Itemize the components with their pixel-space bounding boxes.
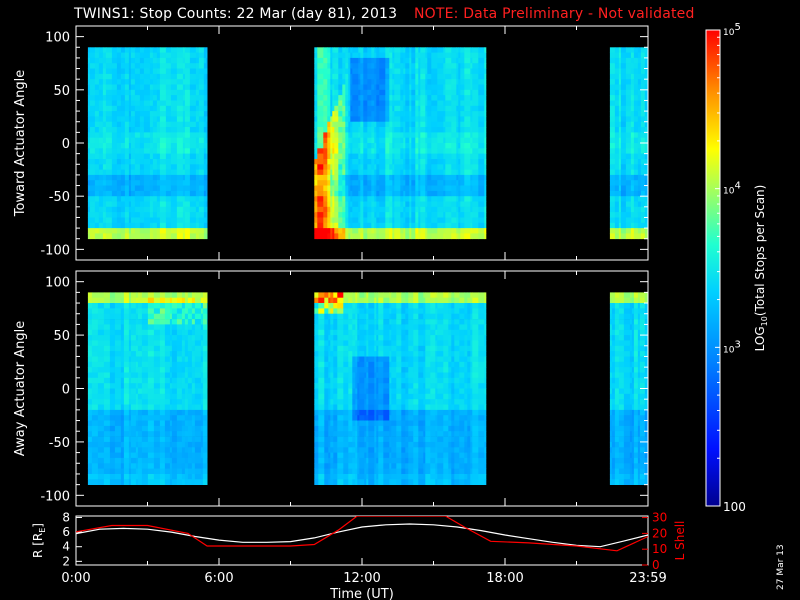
y-tick-label: 50 bbox=[53, 84, 70, 99]
lshell-tick-label: 10 bbox=[652, 542, 667, 556]
y-axis-label: Away Actuator Angle bbox=[13, 321, 28, 456]
colorbar-label-sub: 10 bbox=[760, 316, 769, 326]
colorbar-tick-base: 10 bbox=[723, 345, 735, 355]
colorbar-tick-exp: 3 bbox=[734, 339, 740, 350]
y-tick-label: 0 bbox=[62, 137, 70, 152]
y-tick-label: 100 bbox=[45, 276, 70, 291]
date-stamp: 27 Mar 13 bbox=[776, 544, 786, 590]
x-tick-label: 12:00 bbox=[343, 571, 380, 586]
colorbar-frame bbox=[705, 29, 721, 507]
r-axis-label-main: R [R bbox=[31, 533, 45, 558]
colorbar-label: LOG10(Total Stops per Scan) bbox=[753, 185, 769, 352]
x-axis-label: Time (UT) bbox=[329, 587, 394, 600]
r-tick-label: 2 bbox=[62, 554, 70, 568]
heatmap-layer bbox=[76, 26, 649, 506]
y-tick-label: 100 bbox=[45, 31, 70, 46]
y-tick-label: -100 bbox=[40, 489, 70, 504]
colorbar-tick-exp: 4 bbox=[734, 181, 740, 192]
r-tick-label: 6 bbox=[62, 525, 70, 539]
heatmap-block bbox=[609, 47, 649, 240]
colorbar-gradient bbox=[706, 30, 720, 506]
lshell-tick-label: 20 bbox=[652, 526, 667, 540]
series-lshell-line bbox=[76, 516, 648, 552]
colorbar-tick-base: 10 bbox=[723, 28, 735, 38]
colorbar-tick-label: 103 bbox=[723, 339, 741, 355]
title-note: NOTE: Data Preliminary - Not validated bbox=[413, 6, 695, 22]
y-tick-label: -50 bbox=[49, 190, 70, 205]
heatmap-block bbox=[314, 47, 487, 240]
r-tick-label: 4 bbox=[62, 540, 70, 554]
lshell-axis-label: L Shell bbox=[673, 521, 687, 561]
r-axis-label-sub: E bbox=[38, 528, 47, 533]
lshell-tick-label: 0 bbox=[652, 558, 660, 572]
x-tick-label: 23:59 bbox=[629, 571, 666, 586]
colorbar-tick-base: 10 bbox=[723, 187, 735, 197]
colorbar-tick-label: 104 bbox=[723, 181, 741, 197]
x-tick-label: 6:00 bbox=[204, 571, 233, 586]
colorbar-tick-label: 105 bbox=[723, 22, 741, 38]
title-main: TWINS1: Stop Counts: 22 Mar (day 81), 20… bbox=[74, 6, 398, 22]
ephemeris-layer bbox=[76, 516, 648, 552]
heatmap-away bbox=[76, 271, 649, 506]
colorbar-tick-label: 100 bbox=[723, 500, 746, 514]
colorbar-label-pre: LOG bbox=[753, 326, 767, 351]
heatmap-block bbox=[87, 47, 208, 240]
series-r-line bbox=[76, 523, 648, 548]
y-tick-label: 50 bbox=[53, 329, 70, 344]
colorbar-tick-exp: 5 bbox=[734, 22, 740, 33]
x-tick-label: 0:00 bbox=[61, 571, 90, 586]
plot-frame-ephemeris bbox=[75, 515, 649, 566]
y-tick-label: -100 bbox=[40, 243, 70, 258]
r-axis-label-end: ] bbox=[31, 523, 45, 528]
colorbar-label-post: (Total Stops per Scan) bbox=[753, 185, 767, 316]
y-axis-label: Toward Actuator Angle bbox=[13, 70, 28, 217]
y-tick-label: 0 bbox=[62, 383, 70, 398]
r-axis-label: R [RE] bbox=[31, 523, 47, 558]
r-tick-label: 8 bbox=[62, 510, 70, 524]
y-tick-label: -50 bbox=[49, 436, 70, 451]
ephemeris-lines bbox=[76, 516, 648, 552]
chart-title: TWINS1: Stop Counts: 22 Mar (day 81), 20… bbox=[74, 6, 695, 22]
heatmap-toward bbox=[76, 26, 649, 260]
x-tick-label: 18:00 bbox=[486, 571, 523, 586]
lshell-tick-label: 30 bbox=[652, 511, 667, 525]
heatmap-block bbox=[314, 292, 487, 485]
heatmap-block bbox=[87, 292, 208, 485]
